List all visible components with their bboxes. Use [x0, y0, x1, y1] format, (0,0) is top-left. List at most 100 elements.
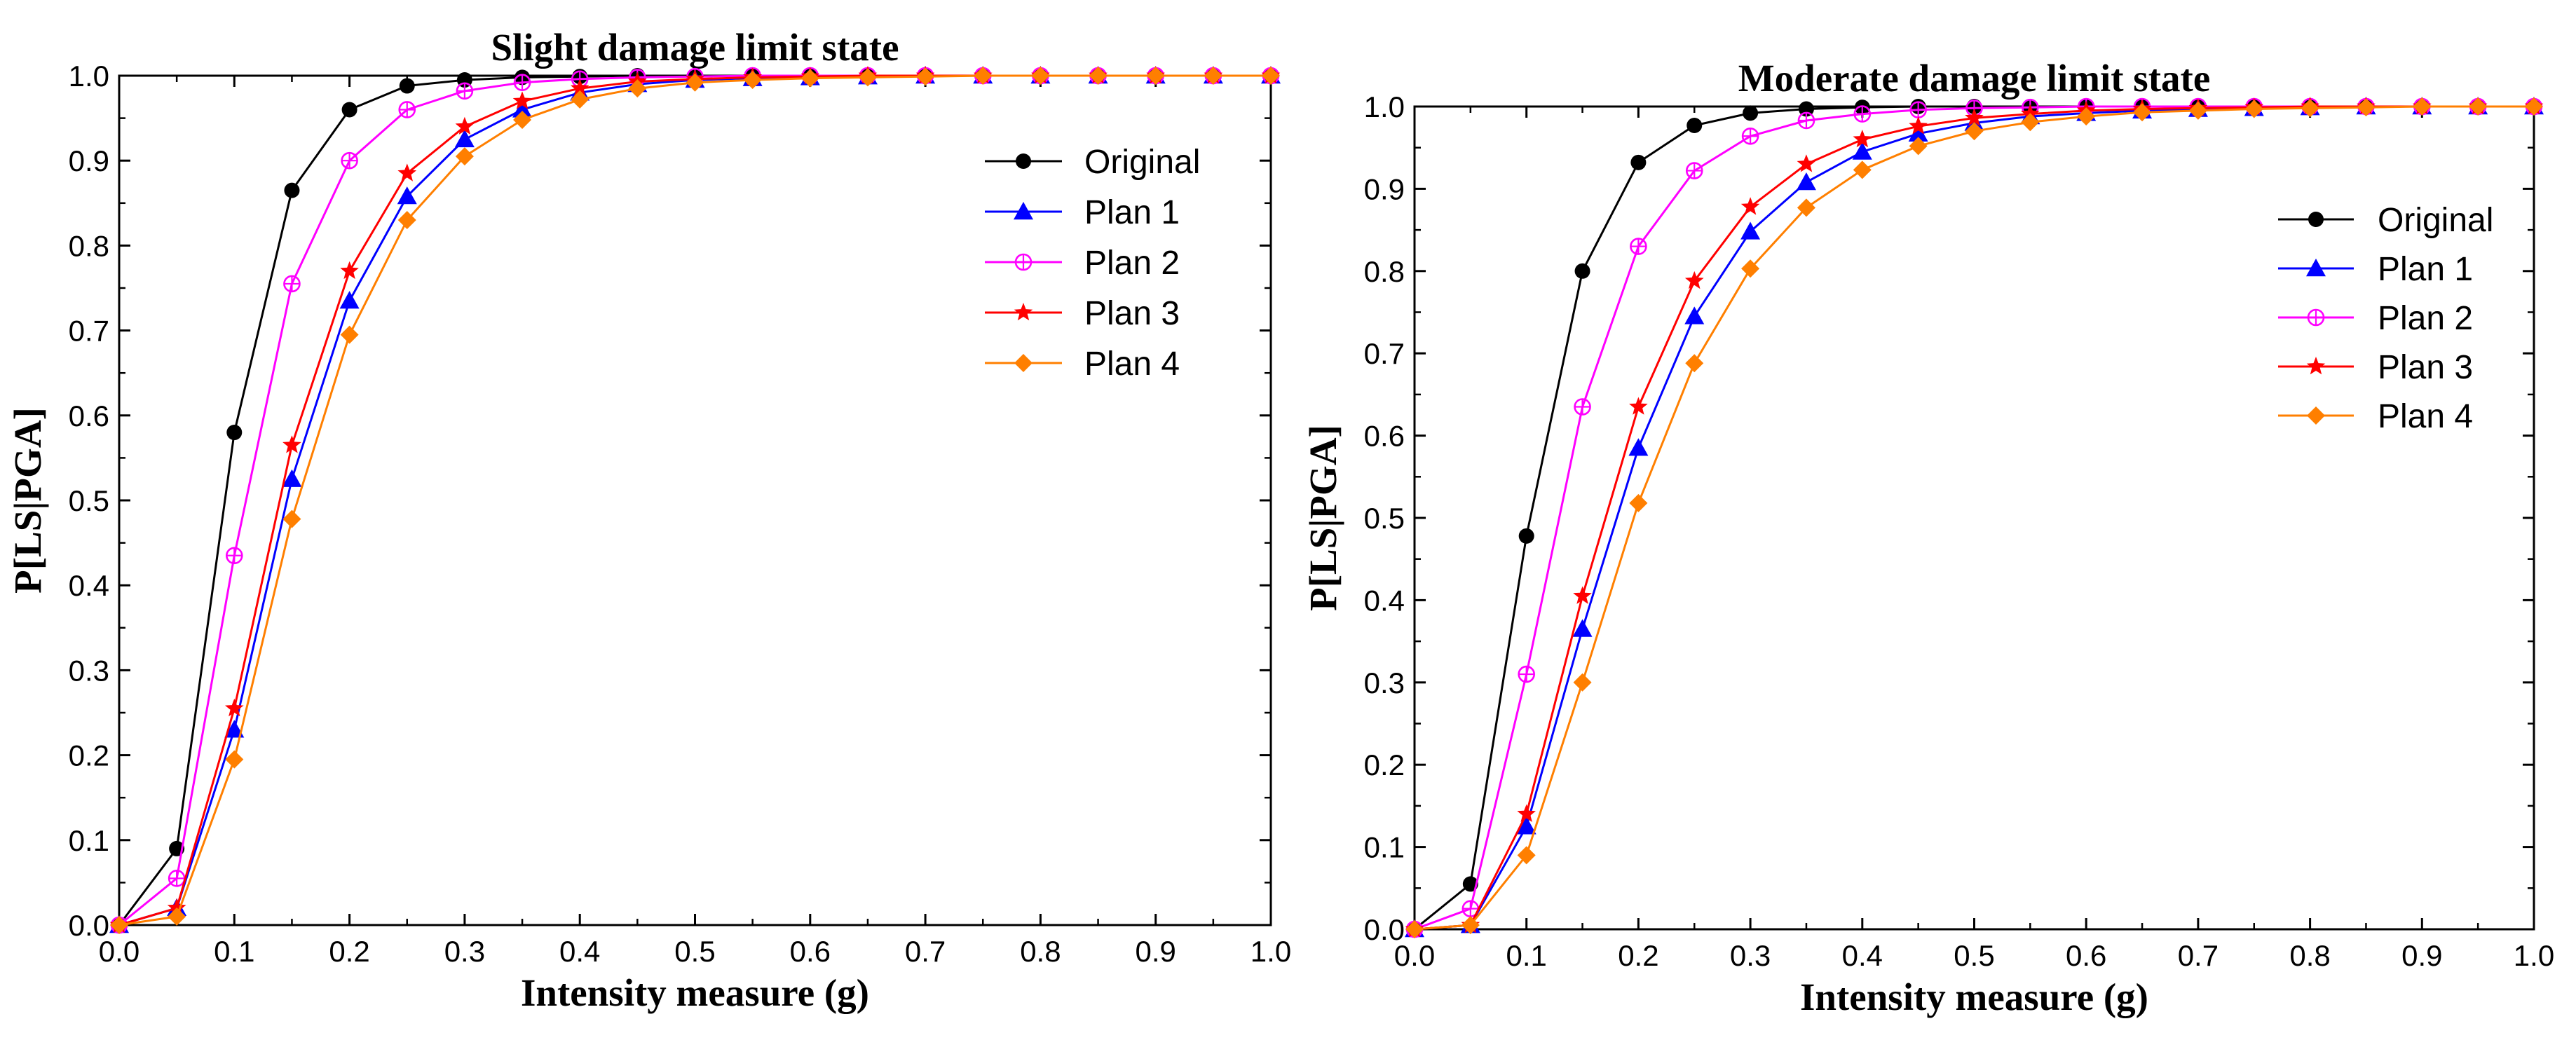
y-tick-label: 0.3: [69, 654, 109, 687]
data-point: [512, 100, 533, 118]
legend-item: Plan 2: [2278, 300, 2473, 337]
data-point: [1629, 397, 1648, 415]
data-point: [513, 74, 531, 91]
legend-label: Plan 3: [1084, 295, 1180, 332]
y-tick-label: 0.9: [1364, 172, 1405, 205]
legend-label: Plan 2: [2378, 300, 2473, 337]
data-point: [1461, 916, 1480, 935]
x-tick-label: 0.6: [790, 935, 831, 968]
data-point: [2469, 97, 2488, 116]
data-point: [225, 750, 244, 769]
legend-label: Plan 2: [1084, 245, 1180, 282]
legend-item: Plan 1: [985, 194, 1180, 231]
data-point: [1740, 221, 1761, 240]
data-point: [1573, 586, 1592, 604]
legend-marker: [2307, 308, 2325, 327]
x-tick-label: 0.4: [1842, 939, 1883, 972]
data-point: [1797, 111, 1815, 130]
y-tick-label: 0.7: [69, 315, 109, 348]
y-tick-label: 1.0: [1364, 90, 1405, 123]
y-tick-label: 0.3: [1364, 666, 1405, 699]
data-point: [858, 68, 877, 87]
legend-label: Original: [1084, 144, 1200, 181]
legend-item: Plan 3: [2278, 349, 2473, 386]
y-tick-label: 0.1: [69, 824, 109, 857]
data-point: [397, 163, 417, 182]
series-plan-3: [1405, 97, 2544, 938]
data-point: [2133, 103, 2152, 122]
legend-label: Plan 4: [2378, 398, 2473, 435]
data-point: [1517, 804, 1536, 822]
data-point: [398, 101, 416, 118]
legend-marker: [1014, 202, 1033, 220]
data-point: [1740, 197, 1760, 215]
data-point: [1909, 137, 1928, 156]
data-point: [282, 435, 301, 453]
legend: Original Plan 1 Plan 2 Plan 3 Plan 4: [985, 144, 1200, 383]
series-line: [1414, 105, 2534, 931]
legend-marker: [1014, 253, 1033, 271]
x-tick-label: 0.6: [2066, 939, 2106, 972]
y-tick-label: 0.6: [69, 399, 109, 432]
data-point: [168, 907, 186, 926]
data-point: [2301, 99, 2319, 118]
data-point: [397, 211, 416, 230]
y-tick-label: 0.5: [1364, 502, 1405, 535]
y-tick-label: 0.2: [1364, 748, 1405, 781]
legend-marker: [2308, 212, 2324, 227]
data-point: [512, 91, 532, 109]
y-tick-label: 0.6: [1364, 420, 1405, 453]
data-point: [167, 898, 186, 917]
data-point: [1573, 673, 1592, 692]
data-point: [513, 111, 532, 130]
legend-item: Plan 1: [2278, 251, 2473, 288]
data-point: [225, 698, 244, 717]
data-point: [628, 79, 647, 98]
data-point: [1405, 920, 1424, 938]
legend-item: Plan 2: [985, 245, 1180, 282]
x-tick-label: 1.0: [1250, 935, 1291, 968]
x-tick-label: 0.4: [559, 935, 600, 968]
data-point: [1965, 122, 1984, 141]
legend-label: Original: [2378, 202, 2493, 239]
legend-marker: [1016, 153, 1031, 169]
series-plan-2: [1405, 97, 2543, 938]
series-plan-4: [1405, 97, 2543, 938]
data-point: [1517, 846, 1536, 865]
data-point: [284, 182, 300, 198]
y-tick-label: 0.2: [69, 739, 109, 772]
x-tick-label: 1.0: [2514, 939, 2554, 972]
data-point: [1686, 118, 1703, 134]
x-tick-label: 0.5: [1954, 939, 1994, 972]
data-point: [1262, 67, 1280, 85]
x-tick-label: 0.5: [674, 935, 715, 968]
data-point: [455, 147, 474, 166]
x-tick-label: 0.2: [1618, 939, 1658, 972]
data-point: [1462, 876, 1478, 892]
chart-panel-1: Slight damage limit state 0.0 0.1 0.2 0.3 0.4…: [6, 26, 1291, 1014]
legend-item: Plan 4: [985, 345, 1180, 383]
data-point: [1908, 123, 1928, 142]
data-point: [2244, 100, 2263, 118]
x-tick-label: 0.2: [329, 935, 369, 968]
data-point: [340, 325, 359, 344]
data-point: [1574, 263, 1590, 279]
data-point: [283, 275, 301, 293]
data-point: [2413, 97, 2432, 116]
legend-marker: [2306, 259, 2326, 277]
chart-title: Moderate damage limit state: [1738, 57, 2211, 100]
data-point: [916, 67, 935, 86]
x-tick-label: 0.7: [2178, 939, 2219, 972]
y-tick-label: 0.7: [1364, 337, 1405, 370]
data-point: [1743, 105, 1759, 121]
legend-label: Plan 3: [2378, 349, 2473, 386]
data-point: [1089, 67, 1108, 85]
data-point: [1797, 154, 1816, 172]
data-point: [686, 73, 704, 92]
series-line: [1414, 105, 2534, 931]
series-line: [1414, 105, 2534, 931]
data-point: [1684, 271, 1704, 289]
data-point: [1628, 438, 1649, 456]
data-point: [1965, 108, 1984, 126]
legend-label: Plan 4: [1084, 345, 1180, 383]
